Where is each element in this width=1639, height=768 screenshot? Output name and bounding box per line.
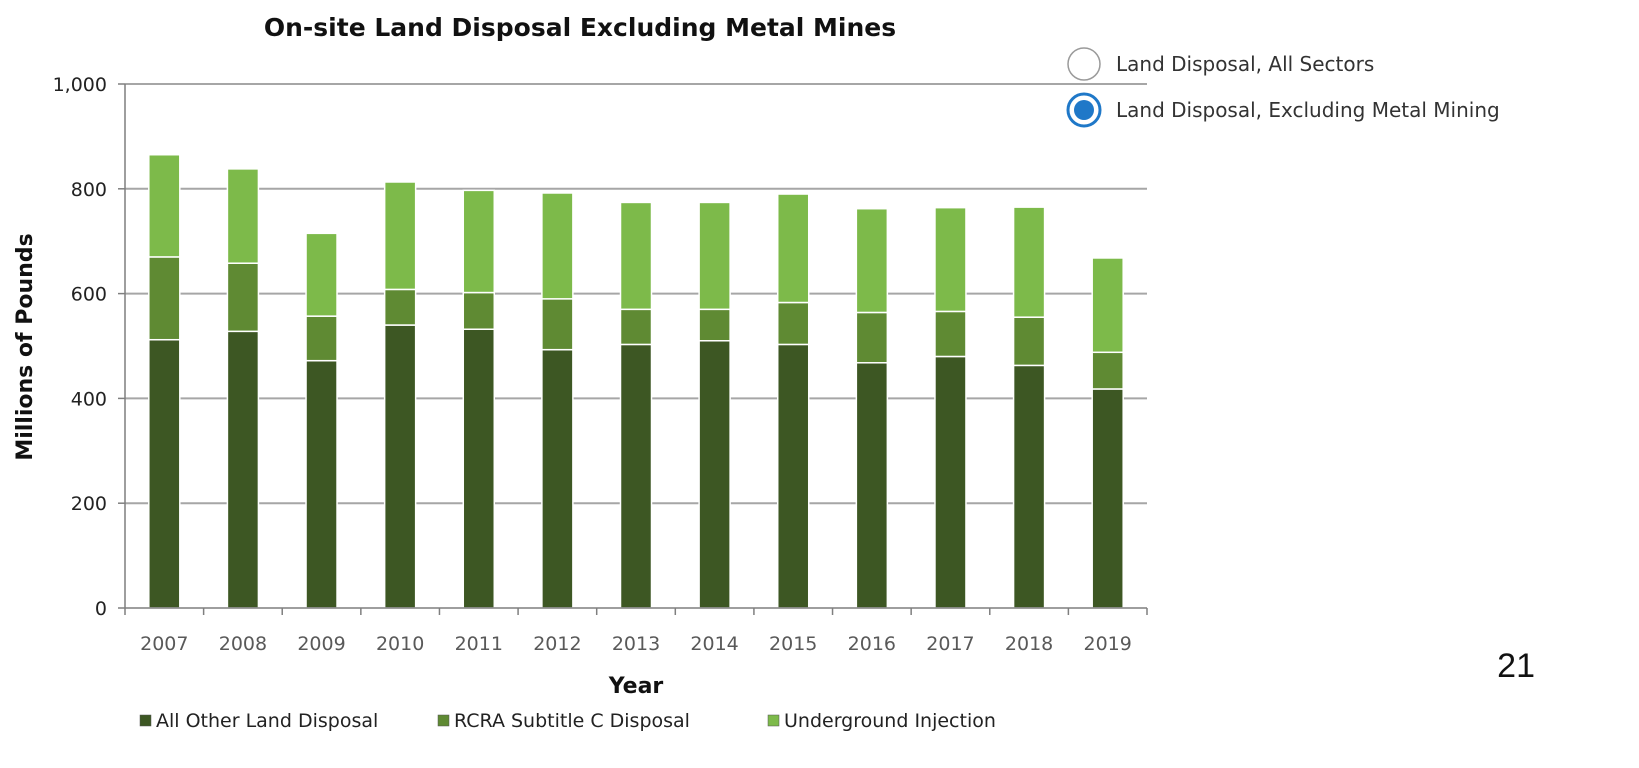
chart-title: On-site Land Disposal Excluding Metal Mi… <box>264 13 896 42</box>
radio-button[interactable] <box>1067 47 1101 81</box>
bar-2017-series-0 <box>934 355 967 609</box>
x-axis-ticks: 2007 2008 2009 2010 2011 2012 2013 2014 2015 2016… <box>124 608 1148 655</box>
bar-2017-series-1 <box>934 310 967 358</box>
x-tick-label: 2014 <box>690 633 738 655</box>
x-tick-label: 2016 <box>848 633 896 655</box>
x-tick-label: 2010 <box>376 633 424 655</box>
bar-2010-series-1 <box>383 288 417 326</box>
bar-2012-series-0 <box>541 348 574 609</box>
bar-2012-series-2 <box>541 192 574 300</box>
bar-2016-series-2 <box>855 207 889 314</box>
bar-2013-series-1 <box>619 308 653 346</box>
bar-2010-series-2 <box>383 181 417 291</box>
x-tick-label: 2011 <box>455 633 503 655</box>
y-axis-title: Millions of Pounds <box>13 233 38 460</box>
bar-2017-series-2 <box>934 206 967 313</box>
bar-2008-series-2 <box>226 168 260 264</box>
radio-label[interactable]: Land Disposal, Excluding Metal Mining <box>1116 98 1500 122</box>
view-options: Land Disposal, All Sectors Land Disposal,… <box>1066 47 1500 128</box>
x-tick-label: 2012 <box>533 633 581 655</box>
bar-2016-series-0 <box>855 362 889 609</box>
y-tick-label: 1,000 <box>53 74 107 96</box>
bar-2007-series-0 <box>148 338 181 609</box>
bar-2018-series-0 <box>1012 364 1046 609</box>
y-tick-label: 800 <box>71 179 107 201</box>
x-tick-label: 2013 <box>612 633 660 655</box>
legend-label: RCRA Subtitle C Disposal <box>454 710 690 732</box>
radio-option-excluding-metal-mining[interactable]: Land Disposal, Excluding Metal Mining <box>1066 92 1500 128</box>
y-axis-ticks: 0 200 400 600 800 1,000 <box>53 74 125 620</box>
legend-item-0: All Other Land Disposal <box>139 710 378 732</box>
bar-2019-series-2 <box>1091 257 1124 354</box>
bar-2010-series-0 <box>383 324 417 609</box>
bar-2009-series-1 <box>305 315 338 362</box>
legend-swatch <box>139 714 152 727</box>
radio-option-all-sectors[interactable]: Land Disposal, All Sectors <box>1067 47 1374 81</box>
legend-label: Underground Injection <box>784 710 996 732</box>
bar-2014-series-2 <box>698 201 731 311</box>
y-tick-label: 200 <box>71 493 107 515</box>
x-tick-label: 2007 <box>140 633 188 655</box>
y-tick-label: 600 <box>71 284 107 306</box>
bar-2008-series-0 <box>226 330 260 609</box>
bar-2007-series-1 <box>148 256 181 341</box>
legend-swatch <box>767 714 780 727</box>
bar-2008-series-1 <box>226 262 260 333</box>
x-tick-label: 2017 <box>926 633 974 655</box>
bar-2015-series-2 <box>776 193 810 304</box>
bar-2013-series-0 <box>619 343 653 609</box>
axes <box>124 84 1147 609</box>
x-tick-label: 2009 <box>297 633 345 655</box>
x-tick-label: 2015 <box>769 633 817 655</box>
legend-item-1: RCRA Subtitle C Disposal <box>437 710 690 732</box>
bar-2015-series-1 <box>776 301 810 346</box>
y-tick-label: 0 <box>95 598 107 620</box>
bar-2019-series-1 <box>1091 351 1124 390</box>
y-tick-label: 400 <box>71 388 107 410</box>
x-axis-title: Year <box>608 674 664 699</box>
bar-2011-series-1 <box>462 291 496 330</box>
legend-label: All Other Land Disposal <box>156 710 378 732</box>
bar-2015-series-0 <box>776 343 810 609</box>
legend-swatch <box>437 714 450 727</box>
x-tick-label: 2008 <box>219 633 267 655</box>
bar-2014-series-1 <box>698 308 731 342</box>
radio-label[interactable]: Land Disposal, All Sectors <box>1116 52 1374 76</box>
bar-2018-series-1 <box>1012 316 1046 367</box>
bar-2013-series-2 <box>619 201 653 311</box>
bar-2011-series-2 <box>462 189 496 294</box>
bar-2019-series-0 <box>1091 388 1124 609</box>
bar-2007-series-2 <box>148 153 181 258</box>
bar-2014-series-0 <box>698 340 731 609</box>
legend-item-2: Underground Injection <box>767 710 996 732</box>
radio-dot <box>1074 100 1094 120</box>
bar-2016-series-1 <box>855 311 889 364</box>
page-number: 21 <box>1497 647 1535 685</box>
legend: All Other Land Disposal RCRA Subtitle C D… <box>139 710 996 732</box>
bars <box>148 153 1124 609</box>
x-tick-label: 2018 <box>1005 633 1053 655</box>
bar-2012-series-1 <box>541 298 574 351</box>
bar-2009-series-0 <box>305 359 338 609</box>
bar-2018-series-2 <box>1012 206 1046 318</box>
bar-2009-series-2 <box>305 232 338 317</box>
bar-2011-series-0 <box>462 328 496 609</box>
x-tick-label: 2019 <box>1084 633 1132 655</box>
